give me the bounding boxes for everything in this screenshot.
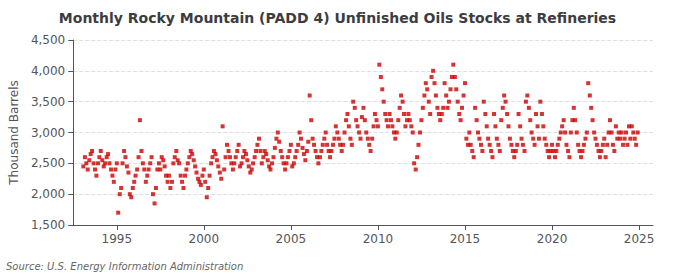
svg-text:3,000: 3,000	[31, 126, 65, 140]
svg-text:2,000: 2,000	[31, 187, 65, 201]
svg-text:2025: 2025	[624, 232, 655, 246]
svg-text:2005: 2005	[276, 232, 307, 246]
svg-text:1995: 1995	[102, 232, 133, 246]
svg-text:1,500: 1,500	[31, 218, 65, 232]
svg-text:Thousand Barrels: Thousand Barrels	[7, 80, 21, 185]
svg-text:4,500: 4,500	[31, 33, 65, 47]
svg-text:Monthly Rocky Mountain (PADD 4: Monthly Rocky Mountain (PADD 4) Unfinish…	[59, 10, 616, 26]
svg-text:2,500: 2,500	[31, 156, 65, 170]
svg-text:2015: 2015	[450, 232, 481, 246]
svg-text:3,500: 3,500	[31, 95, 65, 109]
svg-text:2000: 2000	[189, 232, 220, 246]
svg-text:2020: 2020	[537, 232, 568, 246]
svg-text:Source: U.S. Energy Informatio: Source: U.S. Energy Information Administ…	[6, 261, 243, 272]
svg-text:4,000: 4,000	[31, 64, 65, 78]
svg-text:2010: 2010	[363, 232, 394, 246]
